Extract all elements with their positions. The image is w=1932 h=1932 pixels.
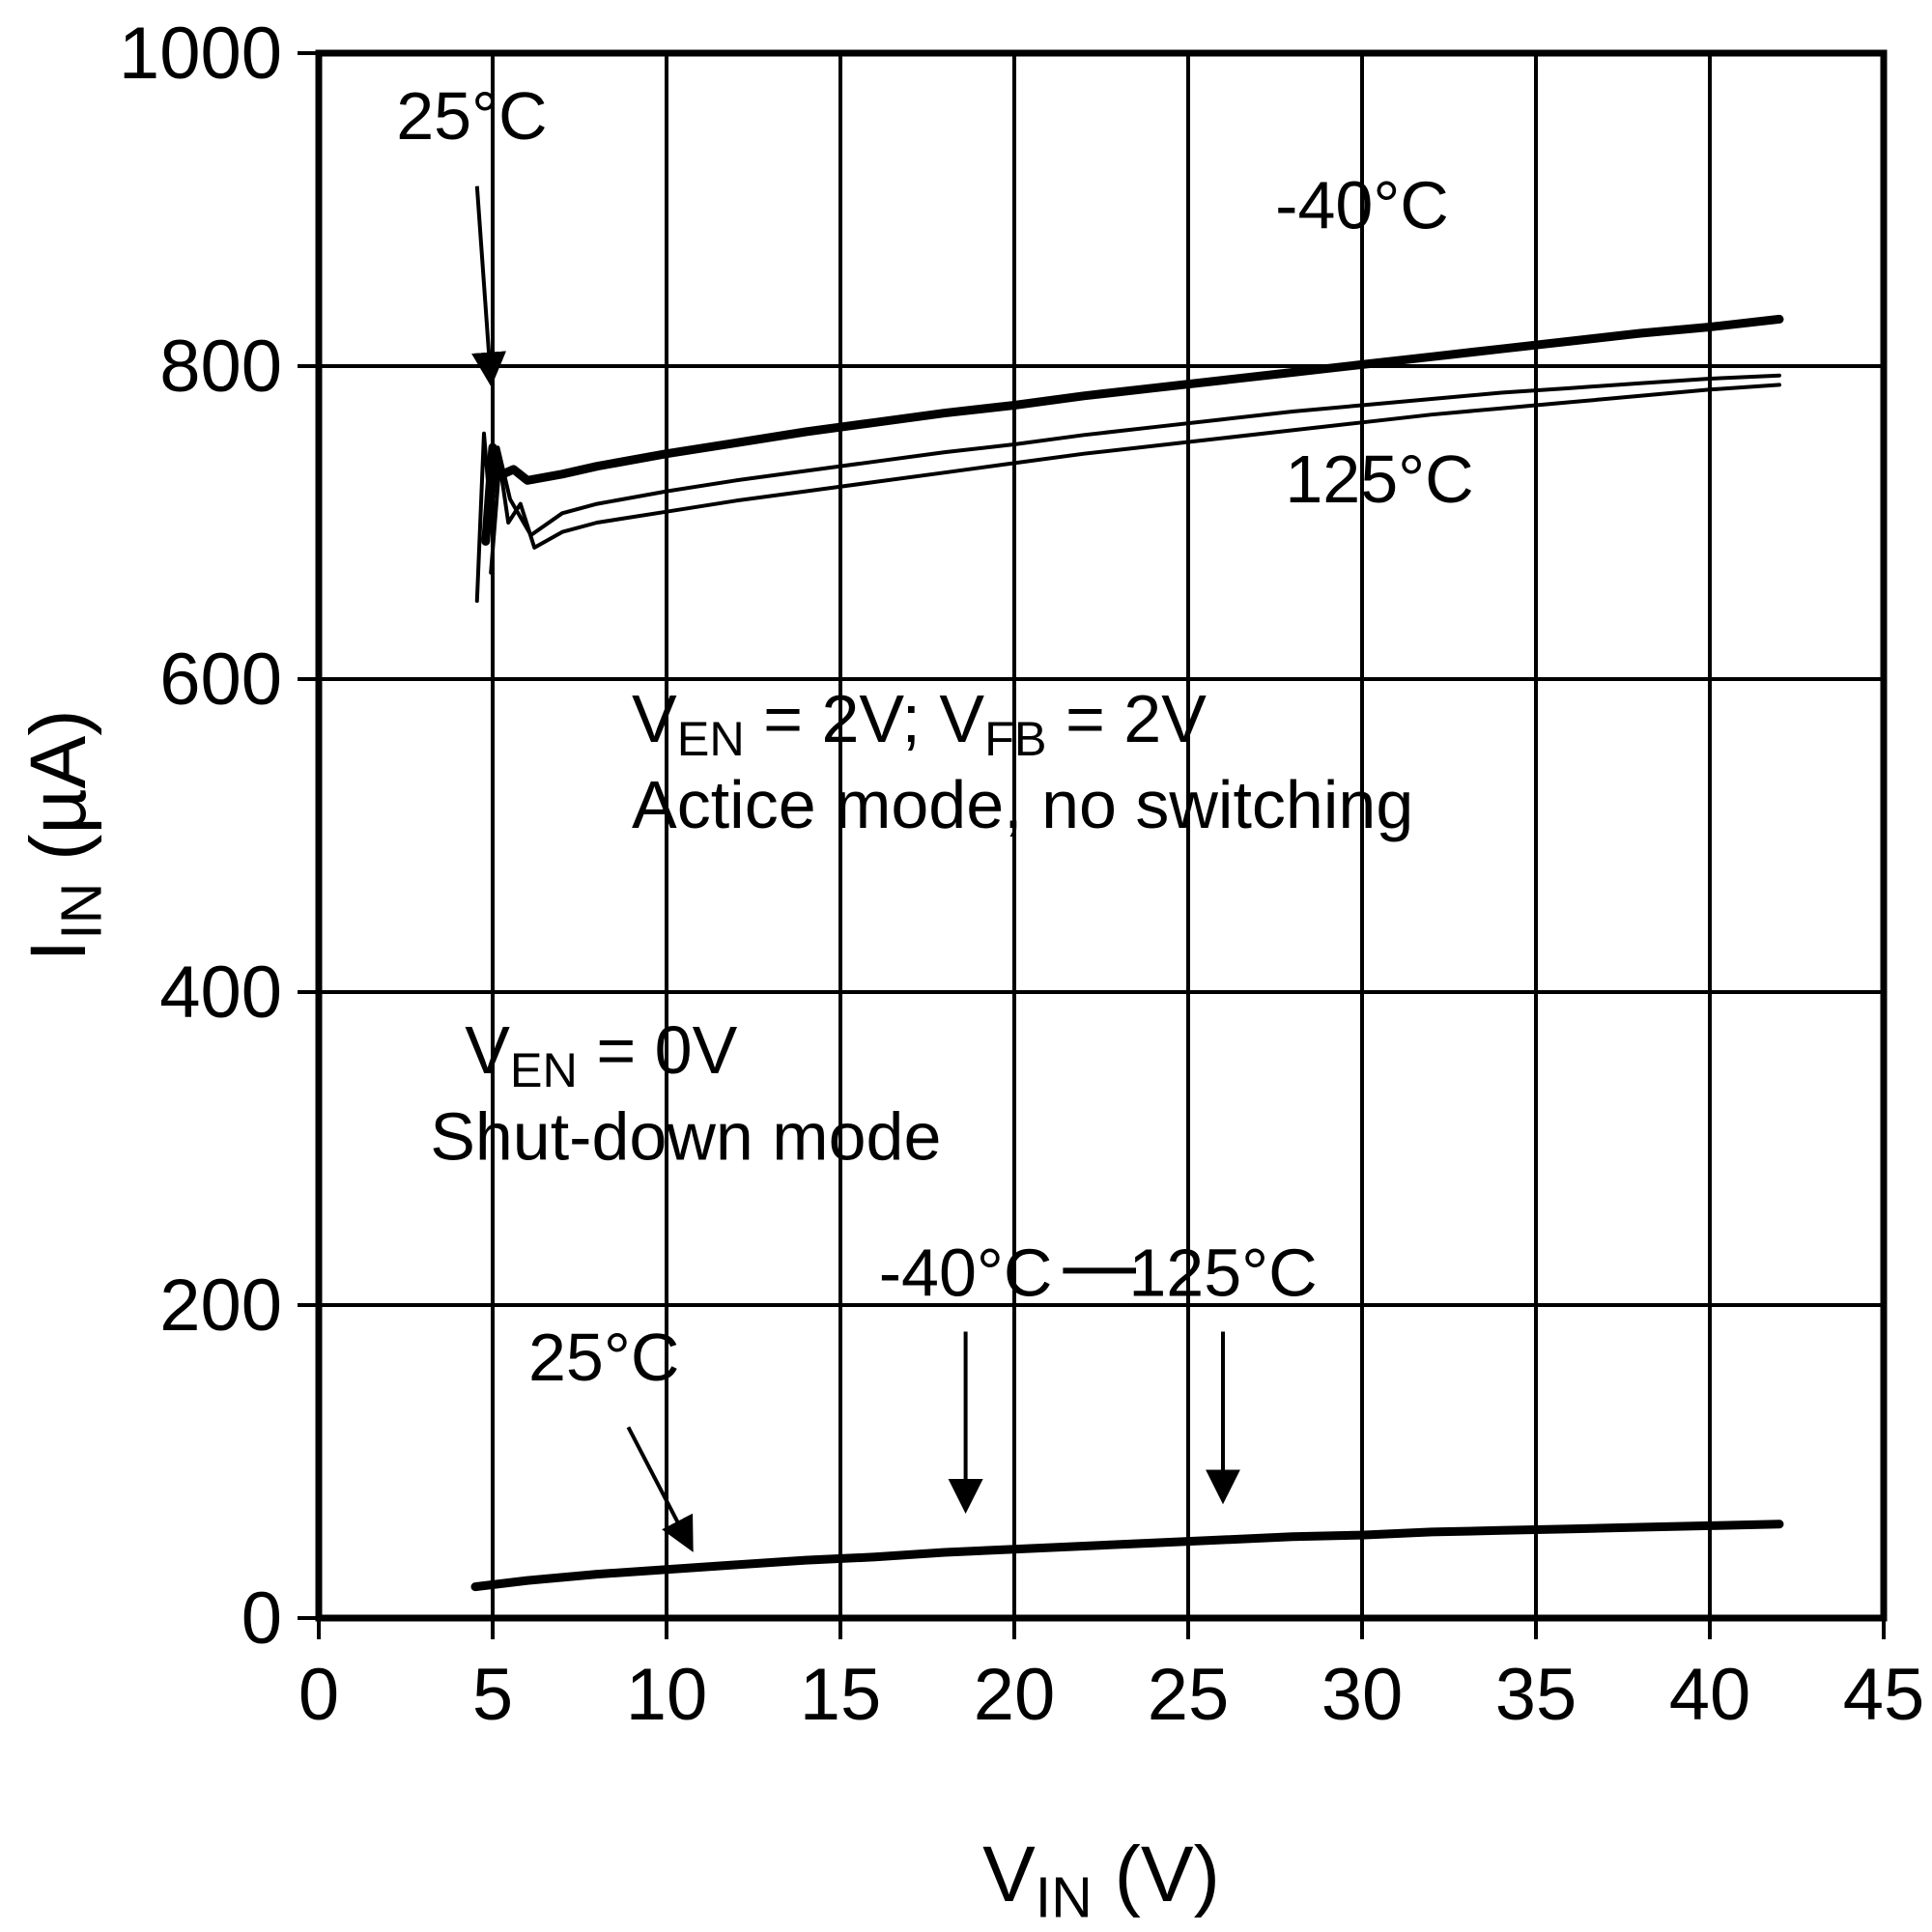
x-tick-label-15: 15	[800, 1654, 882, 1736]
x-tick-label-35: 35	[1495, 1654, 1577, 1736]
annotation-shutdown-minus40c-label: -40°C	[879, 1235, 1053, 1514]
annotation-text-active-25c-label: 25°C	[396, 78, 547, 154]
tick-labels: 0 5 10 15 20 25 30 35 40 45 0 200 400 600 800 1000	[119, 13, 1924, 1736]
x-tick-label-45: 45	[1843, 1654, 1925, 1736]
x-tick-label-40: 40	[1669, 1654, 1751, 1736]
annotation-text-shutdown-minus40c-label: -40°C	[879, 1235, 1053, 1310]
x-axis-title: VIN (V)	[982, 1831, 1220, 1929]
annotation-shutdown-25c-label: 25°C	[528, 1320, 694, 1552]
plot-frame	[315, 49, 1888, 1622]
annotation-shutdown-conditions-line2: Shut-down mode	[430, 1098, 941, 1174]
x-tick-label-5: 5	[472, 1654, 513, 1736]
x-tick-label-10: 10	[626, 1654, 708, 1736]
y-tick-label-0: 0	[242, 1577, 282, 1660]
series-active-minus40c	[481, 314, 1784, 546]
x-tick-label-25: 25	[1148, 1654, 1230, 1736]
y-tick-label-200: 200	[159, 1264, 282, 1347]
y-axis-title: IIN (µA)	[14, 709, 113, 961]
annotation-active-minus40c-label: -40°C	[1275, 167, 1449, 242]
annotation-shutdown-125c-label: 125°C	[1128, 1235, 1318, 1505]
series-active-125c	[489, 383, 1781, 575]
annotation-text-active-minus40c-label: -40°C	[1275, 167, 1449, 242]
annotation-active-conditions-line1: VEN = 2V; VFB = 2V	[632, 681, 1207, 766]
series-active-25c	[474, 373, 1781, 603]
annotation-text-active-conditions-line1: VEN = 2V; VFB = 2V	[632, 681, 1207, 766]
annotation-text-shutdown-conditions-line2: Shut-down mode	[430, 1098, 941, 1174]
x-tick-label-20: 20	[974, 1654, 1056, 1736]
y-tick-label-1000: 1000	[119, 13, 282, 95]
annotation-text-active-conditions-line2: Actice mode, no switching	[632, 767, 1413, 842]
annotation-active-conditions-line2: Actice mode, no switching	[632, 767, 1413, 842]
axis-ticks	[298, 51, 1886, 1639]
series-shutdown-all-temperatures	[470, 1520, 1784, 1592]
annotation-arrow-shutdown-25c-label	[626, 1426, 694, 1552]
annotation-arrow-active-25c-label	[471, 185, 506, 387]
x-tick-label-30: 30	[1321, 1654, 1404, 1736]
annotation-active-25c-label: 25°C	[396, 78, 548, 387]
y-tick-label-800: 800	[159, 326, 282, 408]
annotation-shutdown-conditions-line1: VEN = 0V	[465, 1012, 737, 1097]
annotation-text-active-125c-label: 125°C	[1285, 441, 1473, 517]
annotation-text-shutdown-conditions-line1: VEN = 0V	[465, 1012, 737, 1097]
y-tick-label-400: 400	[159, 952, 282, 1034]
annotation-text-shutdown-125c-label: 125°C	[1128, 1235, 1317, 1310]
x-tick-label-0: 0	[298, 1654, 339, 1736]
annotation-active-125c-label: 125°C	[1285, 441, 1473, 517]
annotation-text-shutdown-25c-label: 25°C	[528, 1320, 679, 1395]
y-tick-label-600: 600	[159, 639, 282, 721]
